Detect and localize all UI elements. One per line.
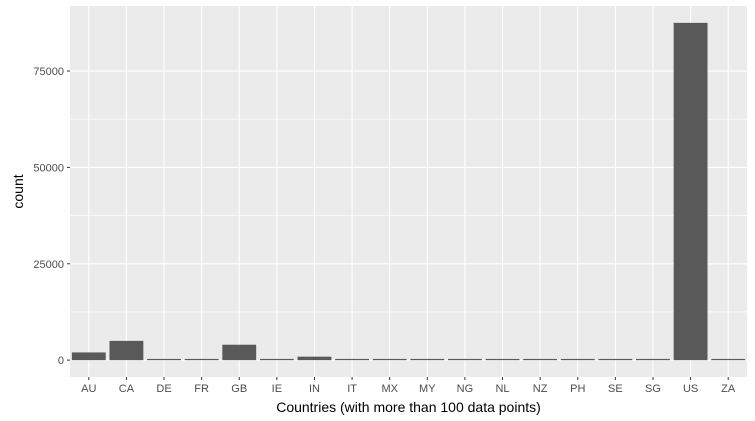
x-tick-label: SG [645, 383, 661, 395]
x-tick-label: IN [309, 383, 320, 395]
bar-gb [222, 344, 257, 361]
x-tick-label: AU [81, 383, 96, 395]
x-tick-label: MX [381, 383, 398, 395]
y-tick-label: 0 [58, 355, 64, 367]
x-tick-label: MY [419, 383, 436, 395]
x-tick-label: US [683, 383, 698, 395]
y-tick-label: 75000 [33, 66, 64, 78]
bar-ng [447, 358, 482, 361]
bar-fr [184, 358, 219, 361]
x-tick-label: PH [570, 383, 585, 395]
bar-au [71, 352, 106, 361]
bar-ca [109, 340, 144, 361]
bar-ie [259, 358, 294, 361]
x-tick-label: DE [156, 383, 171, 395]
x-tick-label: CA [119, 383, 135, 395]
y-tick-label: 25000 [33, 259, 64, 271]
x-tick-label: NG [457, 383, 474, 395]
x-tick-label: IE [272, 383, 282, 395]
x-tick-label: ZA [721, 383, 736, 395]
bar-my [410, 358, 445, 361]
x-tick-label: NL [495, 383, 509, 395]
x-tick-label: NZ [533, 383, 548, 395]
x-tick-label: IT [347, 383, 357, 395]
x-axis-title: Countries (with more than 100 data point… [276, 399, 541, 415]
bar-de [147, 358, 181, 361]
x-tick-label: SE [608, 383, 623, 395]
x-axis: AU CA DE FR GB IE IN IT MX MY NG NL NZ PH SE SG US ZA [81, 377, 736, 395]
bar-us [673, 22, 708, 361]
bar-za [711, 358, 746, 361]
x-tick-label: GB [231, 383, 247, 395]
y-axis-title: count [10, 174, 26, 208]
grid-lines [70, 6, 747, 377]
bar-it [335, 358, 370, 361]
bar-nl [485, 358, 520, 361]
y-axis: 0 25000 50000 75000 [33, 66, 70, 367]
bar-ph [560, 358, 595, 361]
bar-mx [372, 358, 407, 361]
bar-nz [523, 358, 558, 361]
bar-se [598, 358, 633, 361]
plot-panel [70, 6, 747, 377]
y-tick-label: 50000 [33, 162, 64, 174]
bar-in [297, 356, 332, 361]
bar-sg [636, 358, 670, 361]
bars [71, 22, 746, 361]
x-tick-label: FR [194, 383, 209, 395]
